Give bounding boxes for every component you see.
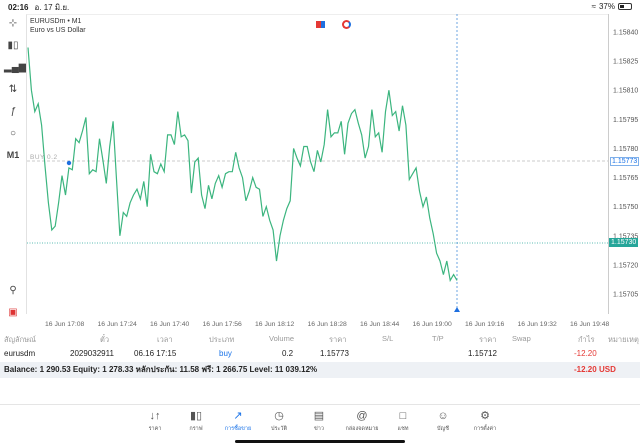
row-time: 06.16 17:15 xyxy=(134,349,177,358)
x-tick-label: 16 Jun 17:40 xyxy=(150,321,190,328)
gear-icon: ⚙ xyxy=(480,410,490,422)
col-volume[interactable]: Volume xyxy=(269,334,295,343)
col-symbol[interactable]: สัญลักษณ์ xyxy=(4,335,37,344)
buy-entry-marker xyxy=(66,160,72,166)
col-comment[interactable]: หมายเหตุ xyxy=(608,335,639,344)
y-tick-label: 1.15765 xyxy=(613,175,638,182)
row-profit: -12.20 xyxy=(574,349,597,358)
battery-icon xyxy=(618,3,632,10)
x-tick-label: 16 Jun 18:28 xyxy=(308,321,348,328)
chat-icon: □ xyxy=(399,410,407,422)
row-symbol: eurusdm xyxy=(4,349,36,358)
x-tick-label: 16 Jun 18:12 xyxy=(255,321,295,328)
status-date: อ. 17 มิ.ย. xyxy=(34,2,70,12)
chart-toolbar: ⊹ ▮▯ ▂▄▆ ⇅ ƒ ○ M1 ⚲ ▣ xyxy=(0,14,27,318)
col-open-price[interactable]: ราคา xyxy=(329,335,347,344)
battery-percent: 37% xyxy=(598,2,615,11)
balance-summary: Balance: 1 290.53 Equity: 1 278.33 หลักป… xyxy=(0,362,640,378)
status-time: 02:16 xyxy=(8,2,29,12)
x-tick-label: 16 Jun 17:24 xyxy=(98,321,138,328)
history-icon: ◷ xyxy=(274,410,284,422)
current-price-tag: 1.15730 xyxy=(609,238,639,247)
col-ticket[interactable]: ตั๋ว xyxy=(100,335,110,344)
currency: USD xyxy=(599,365,616,374)
row-type: buy xyxy=(219,349,232,358)
tab-history[interactable]: ◷ ประวัติ xyxy=(259,409,299,433)
chart-symbol[interactable]: EURUSDm • M1 xyxy=(30,18,82,25)
y-tick-label: 1.15840 xyxy=(613,30,638,37)
news-icon: ▤ xyxy=(313,410,325,422)
row-open-price: 1.15773 xyxy=(320,349,349,358)
col-profit[interactable]: กำไร xyxy=(578,335,595,344)
row-ticket: 2029032911 xyxy=(70,349,114,358)
objects-icon[interactable]: ▂▄▆ xyxy=(4,62,27,73)
mail-icon: @ xyxy=(356,410,368,422)
y-tick-label: 1.15705 xyxy=(613,292,638,299)
x-tick-label: 16 Jun 19:16 xyxy=(465,321,505,328)
x-tick-label: 16 Jun 17:08 xyxy=(45,321,85,328)
account-icon: ☺ xyxy=(437,410,449,422)
timeframe-button[interactable]: M1 xyxy=(6,150,20,160)
status-bar: 02:16 อ. 17 มิ.ย. ≈ 37% xyxy=(0,0,640,14)
y-tick-label: 1.15825 xyxy=(613,59,638,66)
tab-account[interactable]: ☺ บัญชี xyxy=(423,409,463,433)
bottom-tab-bar: ↓↑ ราคา ▮▯ กราฟ ↗ การซื้อขาย ◷ ประวัติ ▤ ข่าว… xyxy=(0,404,640,447)
indicators-icon[interactable]: ▮▯ xyxy=(7,40,19,51)
col-price[interactable]: ราคา xyxy=(479,335,497,344)
row-price: 1.15712 xyxy=(468,349,497,358)
signal-icon[interactable] xyxy=(342,20,351,29)
tab-news[interactable]: ▤ ข่าว xyxy=(299,409,339,433)
wifi-icon: ≈ xyxy=(591,2,596,11)
tab-mailbox[interactable]: @ กล่องจดหมาย xyxy=(342,409,382,433)
y-tick-label: 1.15795 xyxy=(613,117,638,124)
crosshair-icon[interactable]: ⊹ xyxy=(8,18,18,29)
y-tick-label: 1.15735 xyxy=(613,233,638,240)
tab-quotes[interactable]: ↓↑ ราคา xyxy=(135,409,175,433)
balance-text: Balance: 1 290.53 Equity: 1 278.33 หลักป… xyxy=(4,365,318,374)
x-tick-label: 16 Jun 18:44 xyxy=(360,321,400,328)
price-series-line xyxy=(27,47,458,283)
col-tp[interactable]: T/P xyxy=(432,334,444,343)
chart-settings-icon[interactable]: ⇅ xyxy=(8,84,18,95)
tab-settings[interactable]: ⚙ การตั้งค่า xyxy=(465,409,505,433)
x-tick-label: 16 Jun 19:00 xyxy=(413,321,453,328)
arrows-updown-icon: ↓↑ xyxy=(149,410,161,422)
crosshair-marker xyxy=(454,307,460,312)
trade-icon: ↗ xyxy=(233,410,243,422)
tab-chat[interactable]: □ แชท xyxy=(383,409,423,433)
x-tick-label: 16 Jun 19:32 xyxy=(518,321,558,328)
tab-chart[interactable]: ▮▯ กราฟ xyxy=(176,409,216,433)
col-sl[interactable]: S/L xyxy=(382,334,394,343)
x-tick-label: 16 Jun 17:56 xyxy=(203,321,243,328)
one-click-trade-icon[interactable] xyxy=(316,21,325,28)
buy-order-label[interactable]: BUY 0.2 xyxy=(30,154,58,161)
candles-icon: ▮▯ xyxy=(189,410,203,422)
tab-trade[interactable]: ↗ การซื้อขาย xyxy=(218,409,258,433)
y-tick-label: 1.15720 xyxy=(613,262,638,269)
price-axis[interactable] xyxy=(608,14,640,314)
quotes-zoom-icon[interactable]: ⚲ xyxy=(9,285,17,296)
y-tick-label: 1.15810 xyxy=(613,88,638,95)
buy-level-price-tag: 1.15773 xyxy=(610,157,640,166)
price-chart: 1.15840 1.15825 1.15810 1.15795 1.15780 1.157… xyxy=(27,14,638,328)
total-profit: -12.20 xyxy=(574,365,597,374)
col-type[interactable]: ประเภท xyxy=(209,335,235,344)
x-tick-label: 16 Jun 19:48 xyxy=(570,321,610,328)
home-indicator xyxy=(235,440,405,443)
mt-logo-icon[interactable]: ▣ xyxy=(8,307,18,318)
function-icon[interactable]: ƒ xyxy=(10,106,16,117)
chart-symbol-info: EURUSDm • M1 Euro vs US Dollar xyxy=(30,17,86,35)
row-volume: 0.2 xyxy=(282,349,294,358)
chart-area[interactable] xyxy=(26,14,608,314)
shapes-icon[interactable]: ○ xyxy=(9,128,17,139)
col-time[interactable]: เวลา xyxy=(157,335,173,344)
y-tick-label: 1.15780 xyxy=(613,146,638,153)
y-tick-label: 1.15750 xyxy=(613,204,638,211)
col-swap[interactable]: Swap xyxy=(512,334,531,343)
chart-description: Euro vs US Dollar xyxy=(30,27,86,34)
